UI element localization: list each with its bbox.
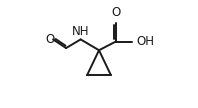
Text: O: O: [111, 6, 120, 19]
Text: O: O: [45, 33, 54, 46]
Text: OH: OH: [136, 35, 154, 48]
Text: NH: NH: [72, 25, 89, 38]
